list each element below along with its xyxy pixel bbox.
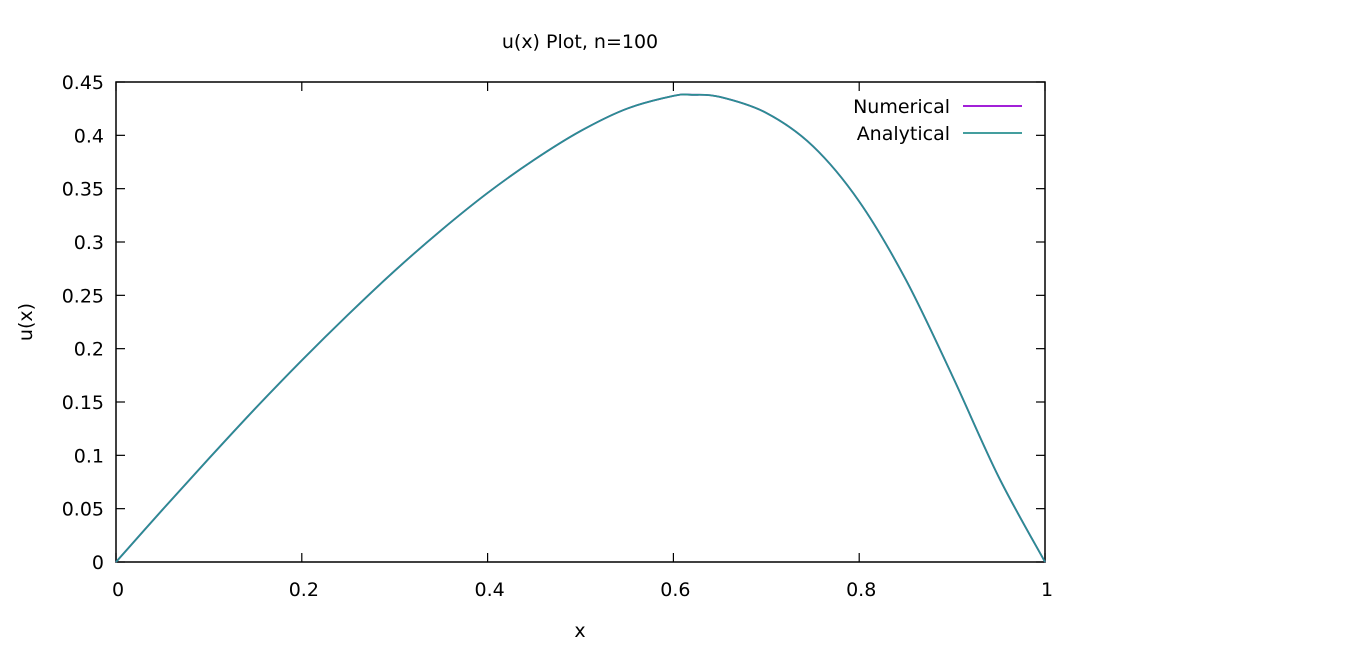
y-tick-label: 0.2	[74, 339, 104, 361]
x-tick-label: 0.8	[846, 579, 876, 601]
series-line-analytical	[115, 93, 1046, 563]
x-tick-label: 0	[112, 579, 124, 601]
plot-area-border	[115, 81, 1046, 563]
y-tick-label: 0.15	[62, 392, 104, 414]
x-axis-ticks: 0 0.2 0.4 0.6 0.8 1	[112, 82, 1053, 601]
y-tick-label: 0.3	[74, 232, 104, 254]
series-layer	[115, 93, 1046, 563]
legend: Numerical Analytical	[853, 96, 1022, 145]
y-tick-label: 0.4	[74, 125, 104, 147]
x-axis-label: x	[574, 620, 585, 642]
x-tick-label: 0.2	[289, 579, 319, 601]
legend-label-numerical: Numerical	[853, 96, 950, 118]
chart-title: u(x) Plot, n=100	[502, 31, 658, 53]
y-axis-ticks: 0 0.05 0.1 0.15 0.2 0.25 0.3 0.35 0.4 0.45	[62, 72, 1045, 574]
y-tick-label: 0.45	[62, 72, 104, 94]
y-tick-label: 0.25	[62, 285, 104, 307]
y-axis-label: u(x)	[15, 303, 37, 341]
x-tick-label: 1	[1041, 579, 1053, 601]
y-tick-label: 0.05	[62, 499, 104, 521]
x-tick-label: 0.6	[660, 579, 690, 601]
x-tick-label: 0.4	[474, 579, 504, 601]
y-tick-label: 0.1	[74, 445, 104, 467]
series-line-numerical	[115, 93, 1046, 563]
legend-label-analytical: Analytical	[857, 123, 950, 145]
y-tick-label: 0.35	[62, 179, 104, 201]
y-tick-label: 0	[92, 552, 104, 574]
